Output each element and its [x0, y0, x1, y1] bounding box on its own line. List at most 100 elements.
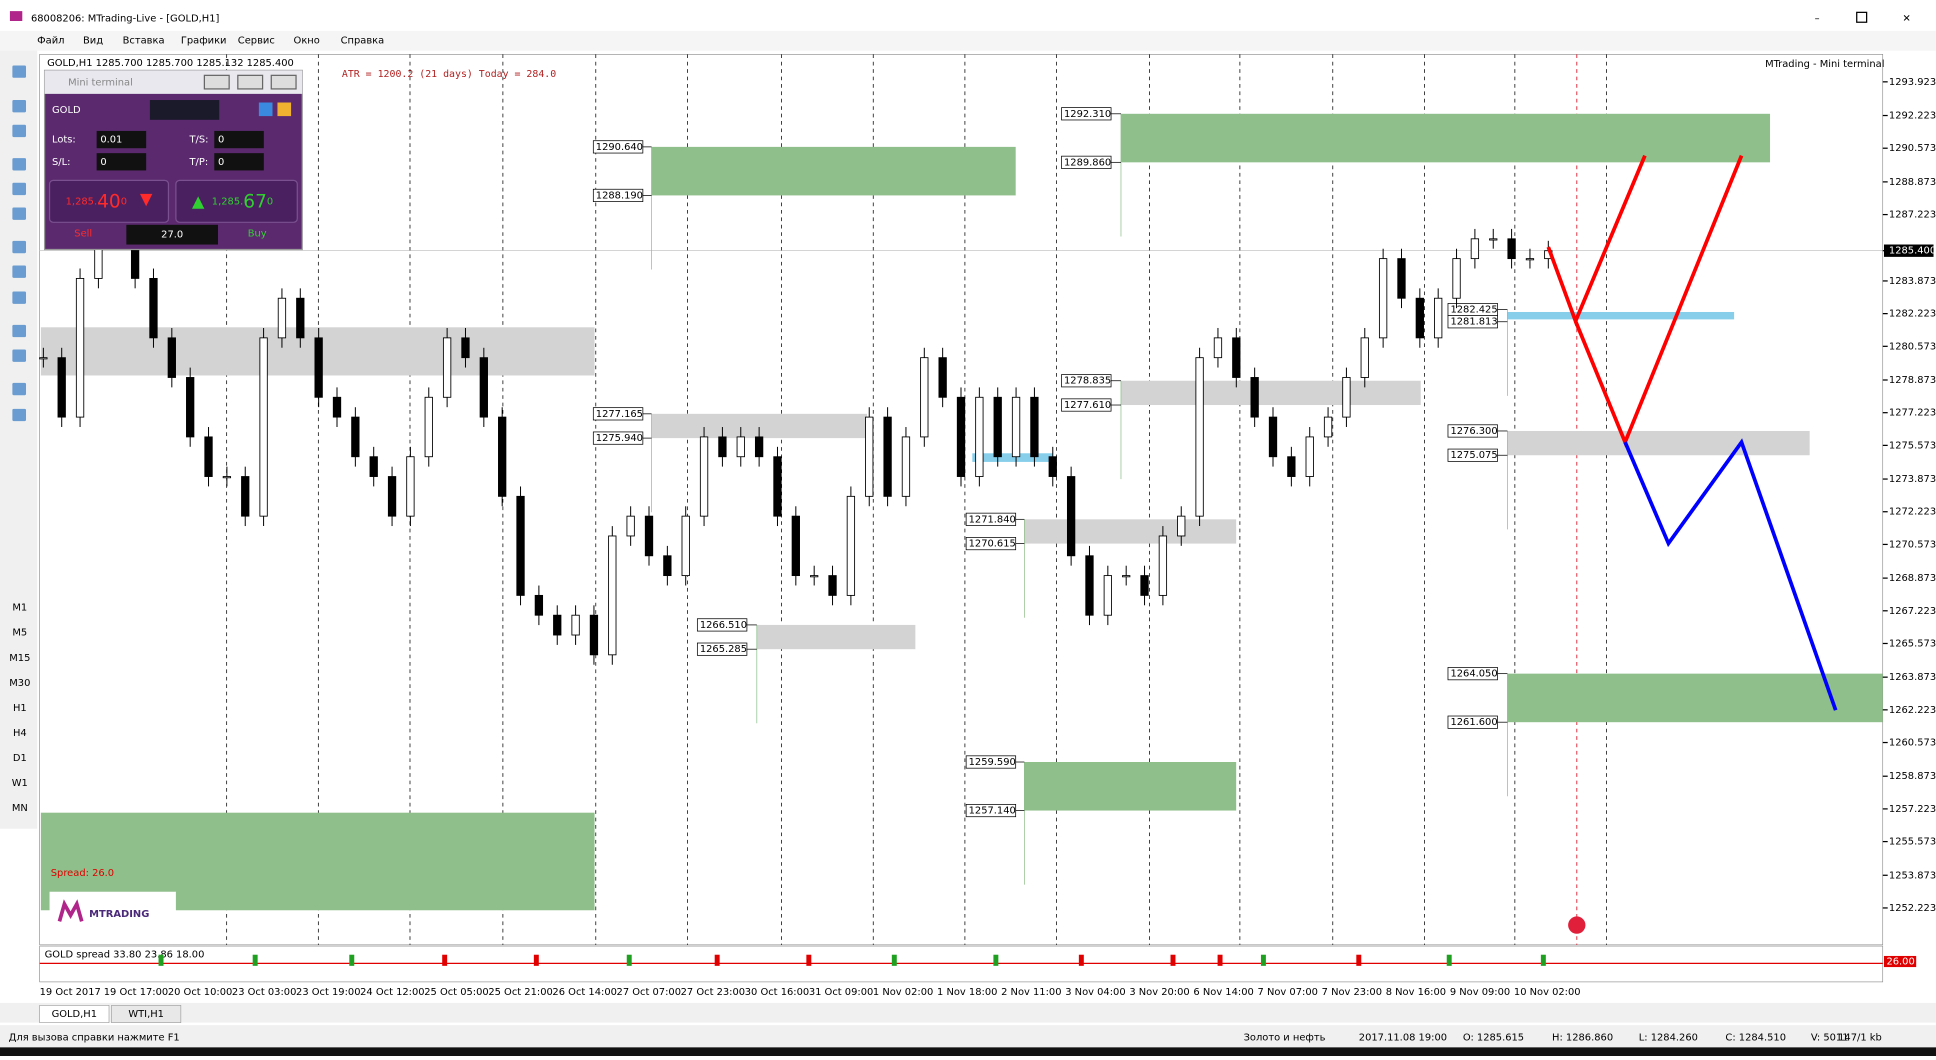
status-item: Для вызова справки нажмите F1	[9, 1032, 180, 1043]
candle-body	[644, 515, 654, 557]
candle-body	[791, 515, 800, 577]
forecast-down	[1623, 438, 1838, 711]
tool-icon[interactable]	[12, 291, 27, 304]
price-axis-label: 1277.223	[1889, 408, 1936, 419]
timeframe-button: W1	[12, 778, 28, 789]
candle-body	[387, 476, 397, 517]
price-label: 1288.190	[596, 190, 643, 201]
window-button-max[interactable]	[237, 74, 264, 90]
price-label: 1289.860	[1064, 157, 1111, 168]
candle-body	[1342, 377, 1351, 418]
field-value: 0	[100, 157, 106, 168]
field-input[interactable]	[96, 130, 147, 149]
price-axis-label: 1287.223	[1889, 210, 1936, 221]
price-label: 1266.510	[700, 620, 747, 631]
maximize[interactable]	[1856, 11, 1868, 23]
date-label: 25 Oct 21:00	[488, 987, 552, 998]
tool-icon[interactable]	[12, 100, 27, 113]
date-label: 23 Oct 03:00	[232, 987, 296, 998]
app-icon	[9, 11, 23, 21]
indicator-bar	[1260, 954, 1266, 966]
tool-icon[interactable]	[12, 182, 27, 196]
timeframe-button: H4	[13, 728, 27, 739]
spread-box	[126, 224, 219, 245]
tool-icon[interactable]	[12, 382, 27, 396]
price-axis-label: 1293.923	[1889, 77, 1936, 88]
date-label: 7 Nov 23:00	[1322, 987, 1382, 998]
zone	[1507, 673, 1883, 723]
candle-body	[1287, 456, 1296, 477]
tool-icon[interactable]	[12, 265, 27, 278]
tool-icon[interactable]	[12, 240, 27, 254]
close[interactable]: ✕	[1903, 14, 1911, 25]
info-btn[interactable]	[277, 102, 292, 117]
candle-body	[1122, 575, 1131, 578]
candle-body	[571, 614, 580, 636]
field-input[interactable]	[214, 130, 264, 149]
tool-icon[interactable]	[12, 124, 27, 138]
field-label: Lots:	[52, 135, 76, 146]
price-axis-label: 1275.573	[1889, 440, 1936, 451]
tab[interactable]	[111, 1005, 182, 1023]
field-input[interactable]	[96, 153, 147, 171]
candle-body	[901, 436, 911, 497]
status-item: L: 1284.260	[1639, 1032, 1698, 1043]
candle-body	[222, 476, 232, 479]
tab[interactable]	[39, 1005, 110, 1023]
field-label: T/S:	[189, 135, 209, 146]
date-label: 1 Nov 02:00	[873, 987, 933, 998]
price-axis-label: 1260.573	[1889, 738, 1936, 749]
candle-body	[1507, 238, 1516, 260]
tool-icon[interactable]	[12, 65, 27, 78]
candle-body	[1103, 575, 1112, 616]
price-axis-label: 1283.873	[1889, 276, 1936, 287]
candle-body	[1434, 297, 1443, 339]
sell-button[interactable]	[48, 179, 170, 223]
status-item: H: 1286.860	[1552, 1032, 1613, 1043]
tool-icon[interactable]	[12, 158, 27, 171]
candle-body	[810, 575, 819, 578]
price-label: 1282.425	[1450, 305, 1497, 316]
price-axis-label: 1258.873	[1889, 771, 1936, 782]
tool-icon[interactable]	[12, 349, 27, 362]
menu-item: Окно	[294, 36, 320, 47]
price-axis-label: 1253.873	[1889, 870, 1936, 881]
field-input[interactable]	[214, 153, 264, 171]
price-label: 1270.615	[969, 539, 1016, 550]
candle-body	[865, 416, 874, 497]
zone	[1120, 113, 1771, 163]
window-button-close[interactable]	[270, 74, 297, 90]
date-label: 3 Nov 20:00	[1129, 987, 1189, 998]
zone	[1024, 762, 1237, 811]
status-item: Золото и нефть	[1244, 1032, 1326, 1043]
date-label: 9 Nov 09:00	[1450, 987, 1510, 998]
tool-icon[interactable]	[12, 408, 27, 422]
window-button-min[interactable]	[203, 74, 230, 90]
field-value: 0	[218, 157, 224, 168]
tool-icon[interactable]	[12, 324, 27, 338]
minimize[interactable]: –	[1815, 14, 1820, 25]
date-label: 25 Oct 05:00	[424, 987, 488, 998]
symbol-select[interactable]	[149, 100, 220, 120]
price-sell: 1,285.400	[66, 191, 127, 212]
candle-body	[1066, 476, 1076, 557]
settings-btn[interactable]	[258, 102, 273, 117]
timeframe-button: M1	[12, 603, 27, 614]
timeframe-button: H1	[13, 703, 27, 714]
price-part: 1,285.	[212, 196, 243, 207]
zone	[651, 146, 1016, 196]
date-label: 10 Nov 02:00	[1514, 987, 1581, 998]
tool-icon[interactable]	[12, 207, 27, 220]
indicator-bar	[442, 954, 448, 966]
buy-label: Buy	[248, 228, 267, 239]
price-axis-label: 1263.873	[1889, 672, 1936, 683]
price-label: 1277.165	[596, 409, 643, 420]
buy-button[interactable]	[175, 179, 298, 223]
candle-body	[1305, 436, 1314, 477]
price-part: 40	[97, 191, 121, 212]
price-label: 1276.300	[1450, 426, 1497, 437]
candle-body	[149, 277, 158, 339]
alert-icon[interactable]	[1568, 916, 1586, 934]
indicator-bar	[349, 954, 355, 966]
